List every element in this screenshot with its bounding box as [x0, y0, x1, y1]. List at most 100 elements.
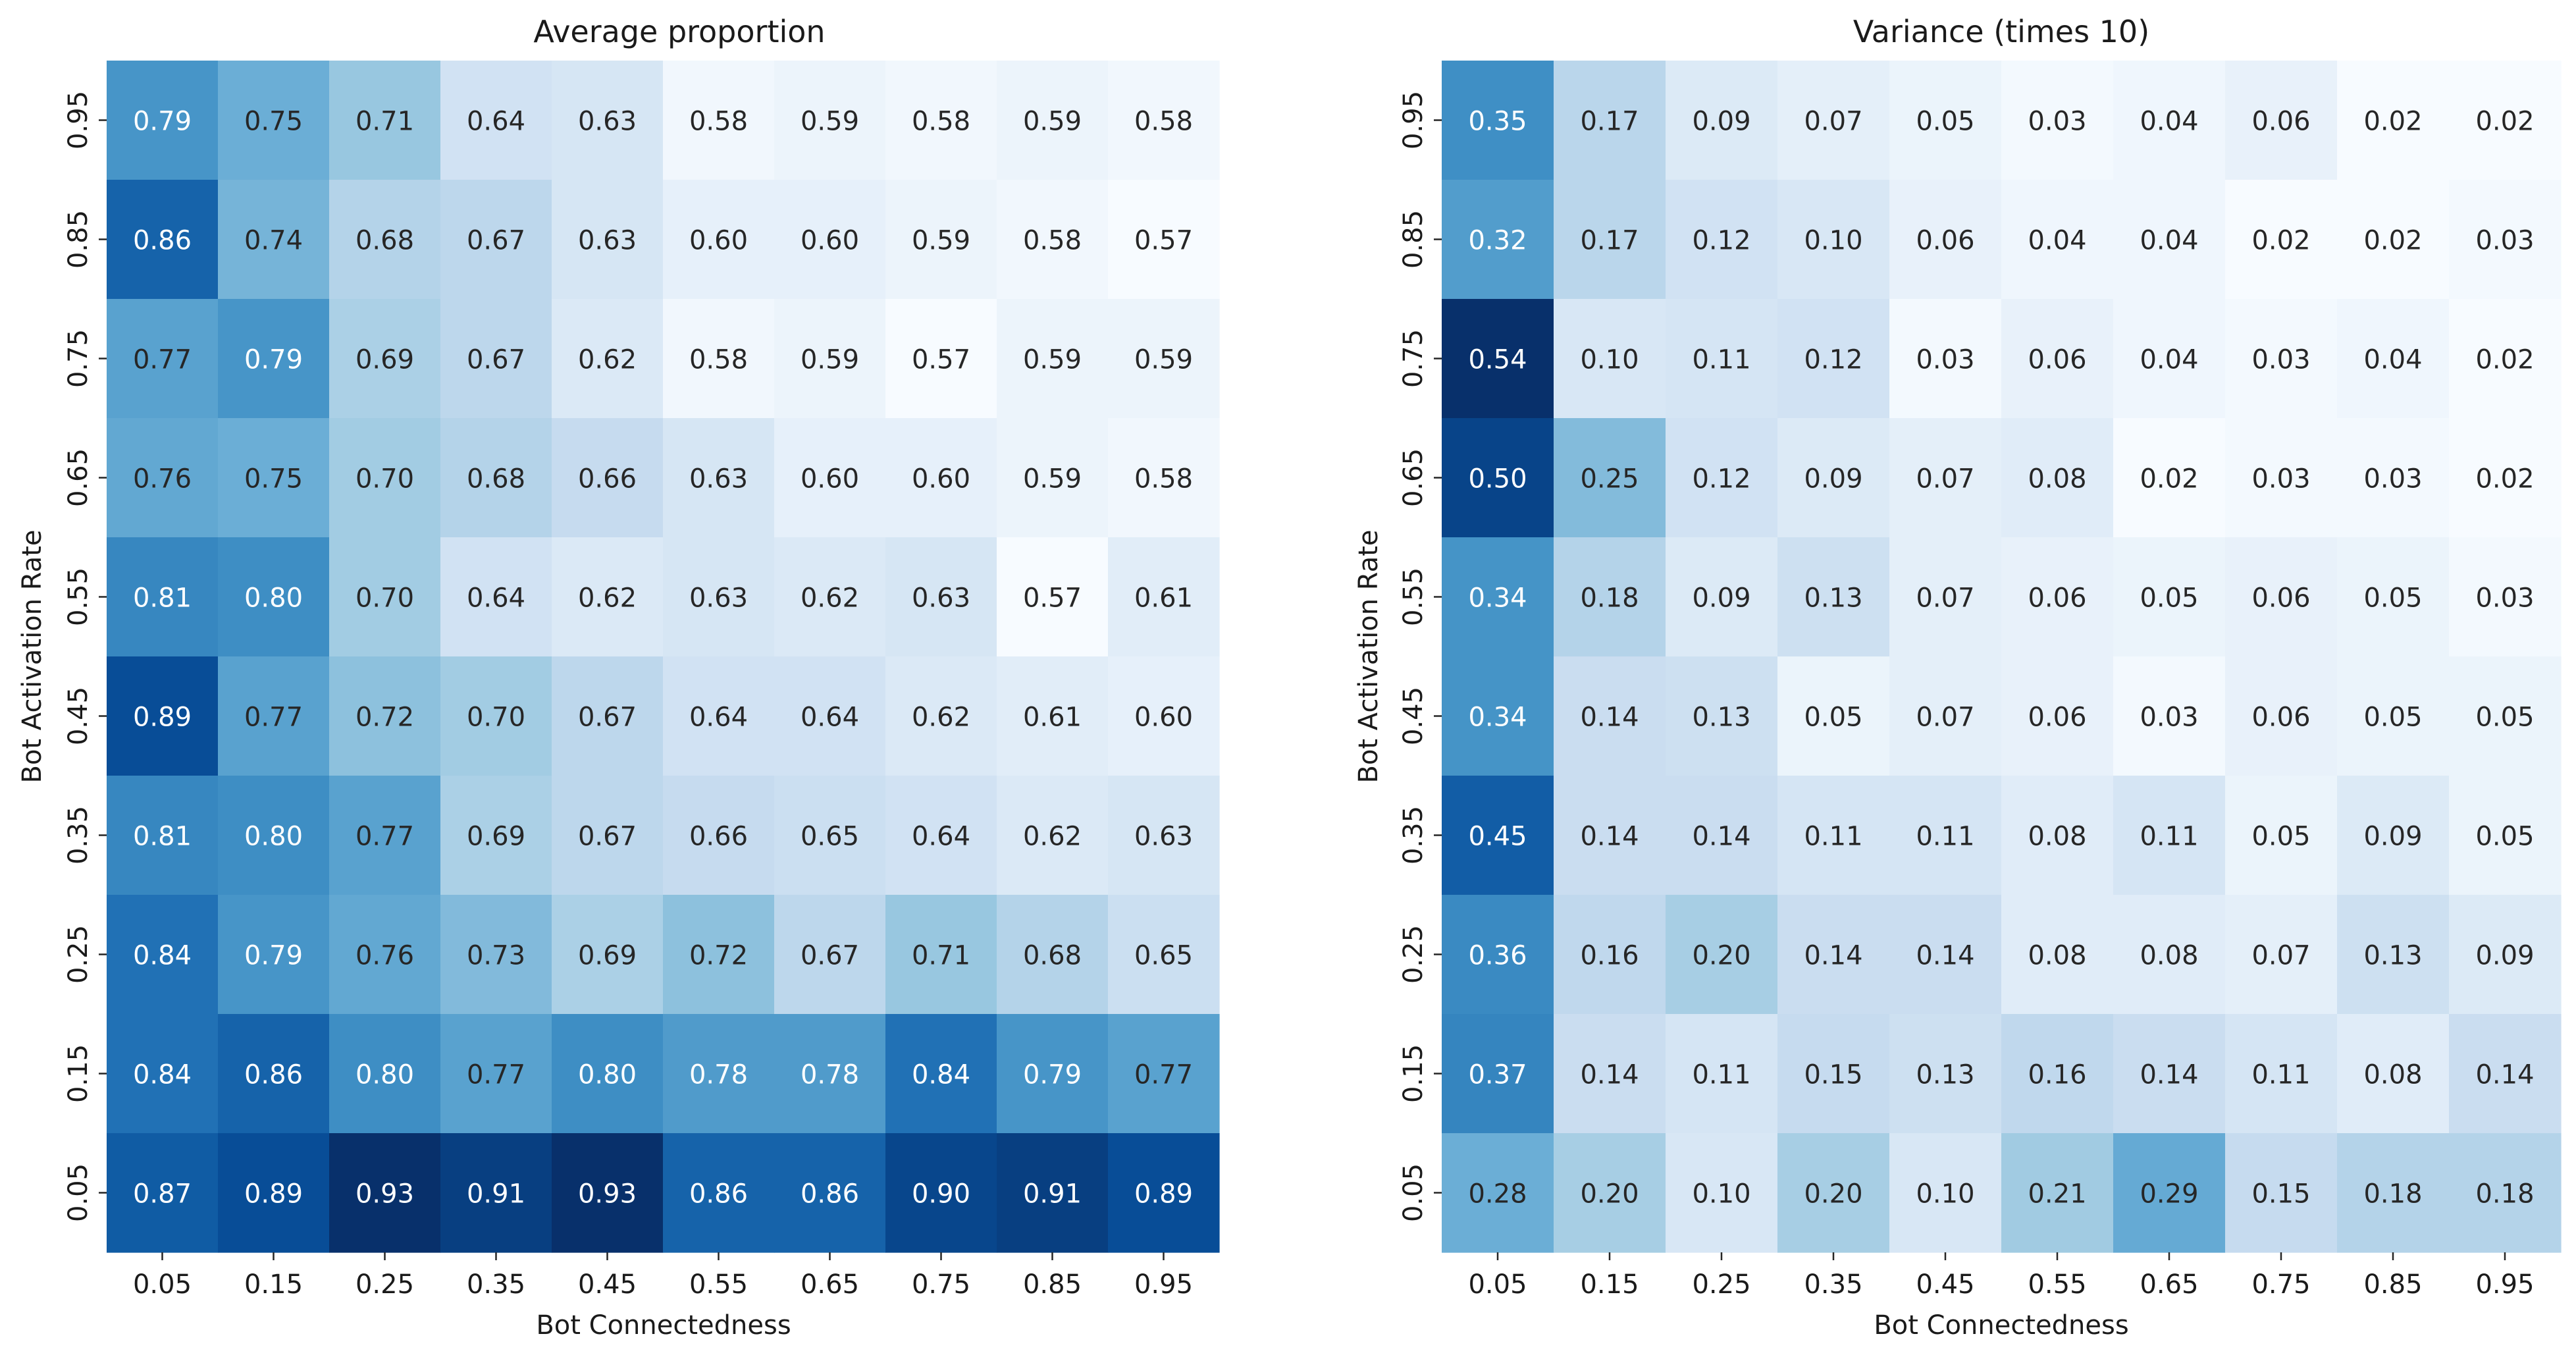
heatmap-cell — [774, 418, 886, 538]
cell-value-label: 0.03 — [2140, 703, 2198, 733]
heatmap-cell — [997, 656, 1109, 776]
y-tick-label: 0.85 — [1398, 210, 1429, 269]
y-tick-label: 0.45 — [1398, 687, 1429, 745]
cell-value-label: 0.70 — [467, 703, 525, 733]
heatmap-cell — [1889, 418, 2002, 538]
cell-value-label: 0.14 — [1580, 703, 1639, 733]
cell-value-label: 0.80 — [244, 583, 303, 614]
cell-value-label: 0.06 — [2028, 345, 2086, 375]
cell-value-label: 0.10 — [1580, 345, 1639, 375]
cell-value-label: 0.05 — [2140, 583, 2198, 614]
cell-value-label: 0.04 — [2140, 226, 2198, 256]
heatmap-cell — [663, 299, 775, 419]
y-tick-label: 0.25 — [63, 925, 93, 984]
cell-value-label: 0.84 — [912, 1060, 970, 1090]
heatmap-cell — [1777, 180, 1890, 300]
heatmap-cell — [2001, 1133, 2114, 1253]
cell-value-label: 0.58 — [1134, 107, 1193, 137]
heatmap-cell — [1777, 61, 1890, 180]
cell-value-label: 0.05 — [2475, 703, 2534, 733]
cell-value-label: 0.10 — [1916, 1179, 1974, 1210]
x-tick-label: 0.05 — [133, 1269, 192, 1300]
heatmap-cell — [1666, 537, 1778, 657]
cell-value-label: 0.02 — [2363, 226, 2422, 256]
x-tick-label: 0.35 — [467, 1269, 525, 1300]
cell-value-label: 0.02 — [2475, 107, 2534, 137]
heatmap-cell — [552, 299, 664, 419]
cell-value-label: 0.14 — [1804, 941, 1862, 971]
cell-value-label: 0.13 — [2363, 941, 2422, 971]
cell-value-label: 0.02 — [2475, 345, 2534, 375]
cell-value-label: 0.28 — [1468, 1179, 1527, 1210]
heatmap-cell — [2001, 537, 2114, 657]
y-tick-label: 0.75 — [63, 329, 93, 388]
cell-value-label: 0.63 — [912, 583, 970, 614]
heatmap-cell — [2337, 299, 2450, 419]
heatmap-cell — [2337, 537, 2450, 657]
heatmap-cell — [663, 656, 775, 776]
cell-value-label: 0.63 — [578, 107, 637, 137]
cell-value-label: 0.04 — [2140, 345, 2198, 375]
heatmap-cell — [329, 299, 441, 419]
y-tick-label: 0.65 — [63, 448, 93, 507]
cell-value-label: 0.29 — [2140, 1179, 2198, 1210]
heatmap-cell — [329, 895, 441, 1015]
heatmap-cell — [552, 776, 664, 895]
heatmap-cell — [552, 418, 664, 538]
heatmap-cell — [774, 895, 886, 1015]
cell-value-label: 0.60 — [801, 226, 859, 256]
heatmap-cell — [2337, 895, 2450, 1015]
heatmap-cell — [1777, 895, 1890, 1015]
heatmap-cell — [2225, 895, 2338, 1015]
cell-value-label: 0.90 — [912, 1179, 970, 1210]
x-tick-label: 0.95 — [2475, 1269, 2534, 1300]
cell-value-label: 0.03 — [2363, 464, 2422, 494]
cell-value-label: 0.08 — [2028, 822, 2086, 852]
heatmap-cell — [1666, 776, 1778, 895]
heatmap-cell — [107, 656, 219, 776]
cell-value-label: 0.78 — [689, 1060, 748, 1090]
y-tick-label: 0.25 — [1398, 925, 1429, 984]
cell-value-label: 0.03 — [2028, 107, 2086, 137]
cell-value-label: 0.67 — [467, 226, 525, 256]
heatmap-cell — [552, 180, 664, 300]
cell-value-label: 0.06 — [2028, 583, 2086, 614]
heatmap-cell — [1554, 1014, 1666, 1134]
x-tick-label: 0.05 — [1468, 1269, 1527, 1300]
cell-value-label: 0.02 — [2140, 464, 2198, 494]
heatmap-cell — [1666, 418, 1778, 538]
heatmap-cell — [997, 299, 1109, 419]
heatmap-cell — [1554, 895, 1666, 1015]
cell-value-label: 0.15 — [1804, 1060, 1862, 1090]
y-tick-label: 0.05 — [1398, 1163, 1429, 1222]
cell-value-label: 0.02 — [2251, 226, 2310, 256]
cell-value-label: 0.91 — [1023, 1179, 1082, 1210]
cell-value-label: 0.62 — [801, 583, 859, 614]
cell-value-label: 0.64 — [467, 583, 525, 614]
cell-value-label: 0.62 — [578, 583, 637, 614]
heatmap-cell — [440, 418, 552, 538]
x-tick-label: 0.85 — [1023, 1269, 1082, 1300]
cell-value-label: 0.04 — [2363, 345, 2422, 375]
cell-value-label: 0.64 — [689, 703, 748, 733]
cell-value-label: 0.20 — [1580, 1179, 1639, 1210]
cell-value-label: 0.63 — [1134, 822, 1193, 852]
cell-value-label: 0.61 — [1134, 583, 1193, 614]
cell-value-label: 0.86 — [689, 1179, 748, 1210]
x-tick-label: 0.15 — [244, 1269, 303, 1300]
cell-value-label: 0.86 — [244, 1060, 303, 1090]
heatmap-cell — [2225, 537, 2338, 657]
heatmap-cell — [552, 61, 664, 180]
heatmap-cell — [2225, 61, 2338, 180]
y-axis-ticks: 0.95 0.85 0.75 0.65 0.55 0.45 0.35 0.25 0.15 0.05 — [63, 91, 107, 1222]
cell-value-label: 0.62 — [1023, 822, 1082, 852]
cell-value-label: 0.57 — [1023, 583, 1082, 614]
cell-value-label: 0.09 — [2363, 822, 2422, 852]
heatmap-cell — [885, 895, 997, 1015]
heatmap-cell — [774, 537, 886, 657]
heatmap-cell — [218, 1133, 330, 1253]
heatmap-cell — [1777, 299, 1890, 419]
heatmap-cell — [1554, 656, 1666, 776]
cell-labels: 0.79 0.75 0.71 0.64 0.63 0.58 0.59 0.58 0.59 0.58… — [133, 107, 1193, 1210]
heatmap-cell — [1777, 1133, 1890, 1253]
